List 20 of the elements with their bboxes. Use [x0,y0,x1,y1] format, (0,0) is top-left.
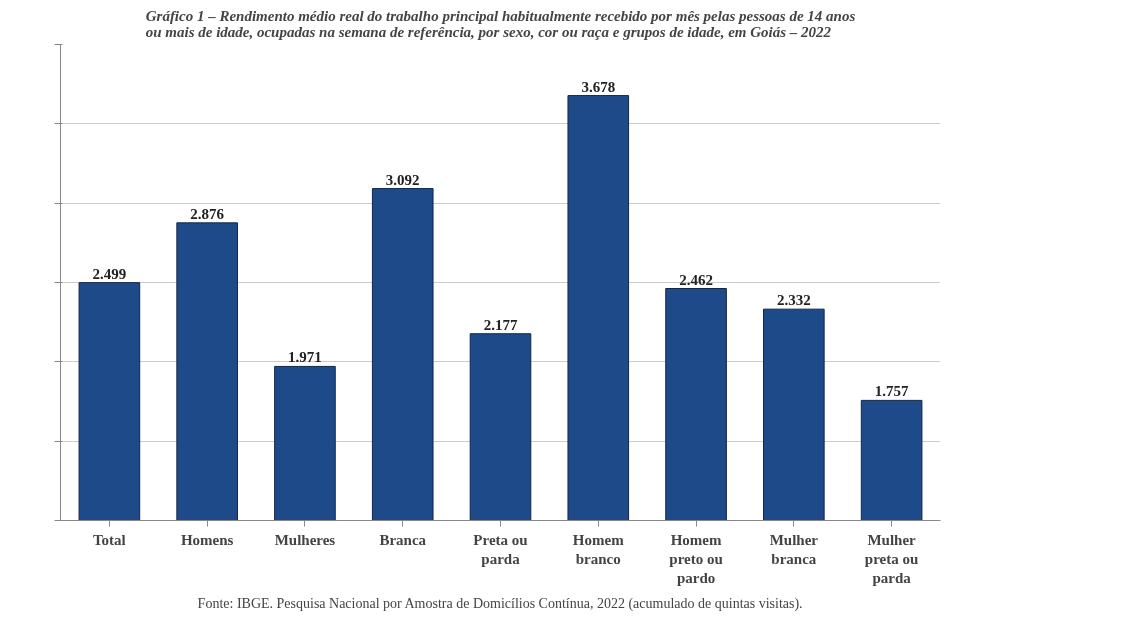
x-tick-label: Mulher branca [769,531,819,567]
data-label: 2.499 [92,265,127,282]
data-label: 2.332 [776,292,811,309]
x-tick-label: Homem preto ou pardo [669,531,723,586]
x-tick-label: Homem branco [572,531,625,567]
data-label: 2.876 [190,205,225,222]
data-label: 1.757 [874,383,909,400]
data-label: 1.971 [288,349,322,366]
x-tick-label: Branca [379,531,427,548]
data-label: 3.092 [385,171,420,188]
x-tick-label: Mulheres [274,531,336,548]
x-tick-label: Homens [180,531,234,548]
data-label: 2.177 [483,316,518,333]
x-tick-label: Mulher preta ou parda [864,531,919,586]
data-label: 3.678 [581,78,616,95]
x-tick-label: Preta ou parda [473,531,528,567]
x-tick-label: Total [92,531,126,548]
source-note: Fonte: IBGE. Pesquisa Nacional por Amostra de Domicílios Contínua, 2022 (acumulado de quintas visitas). [197,595,803,612]
chart-title: Gráfico 1 – Rendimento médio real do trabalho principal habitualmente recebido por mês pelas pessoas de 14 anos ou mais de idade, ocupadas na semana de referência, por sexo, cor ou raça e grupos de idade, em Goiás – 2022 [145,7,856,40]
data-label: 2.462 [679,271,713,288]
